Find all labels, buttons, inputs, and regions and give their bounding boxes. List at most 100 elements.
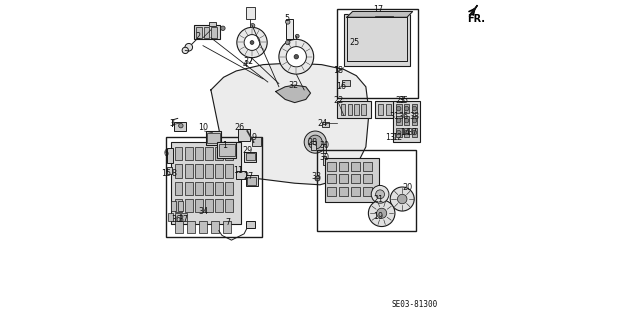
Text: 1: 1	[223, 141, 228, 150]
Bar	[364, 187, 372, 196]
Bar	[327, 162, 336, 171]
Bar	[246, 221, 255, 228]
Bar	[215, 182, 223, 195]
Text: FR.: FR.	[467, 14, 485, 24]
Text: 33: 33	[312, 172, 322, 182]
Bar	[340, 104, 346, 115]
Text: 13: 13	[385, 133, 396, 142]
Text: 4: 4	[242, 60, 247, 69]
Bar	[236, 171, 246, 179]
Bar	[195, 182, 203, 195]
Circle shape	[237, 27, 267, 58]
Circle shape	[182, 47, 188, 54]
Bar	[348, 104, 352, 115]
Text: 17: 17	[373, 5, 383, 14]
Bar	[327, 187, 336, 196]
Polygon shape	[469, 5, 477, 17]
Circle shape	[397, 130, 401, 135]
Bar	[323, 144, 326, 152]
Bar	[404, 116, 410, 125]
Bar	[171, 201, 176, 211]
Bar	[252, 137, 262, 146]
Text: 36: 36	[398, 112, 408, 121]
Circle shape	[286, 47, 307, 67]
Bar	[211, 27, 217, 38]
Text: 34: 34	[198, 207, 208, 216]
Text: 23: 23	[395, 97, 405, 106]
Circle shape	[244, 34, 260, 50]
Circle shape	[285, 40, 290, 45]
Polygon shape	[276, 85, 310, 103]
Text: 5: 5	[285, 14, 290, 23]
Bar	[205, 182, 213, 195]
Bar	[196, 27, 202, 38]
Text: 22: 22	[333, 97, 344, 106]
Bar	[219, 144, 235, 156]
Bar	[351, 162, 360, 171]
Text: 38: 38	[410, 112, 420, 121]
Bar	[166, 137, 262, 237]
Text: 24: 24	[317, 119, 327, 128]
Bar	[175, 221, 183, 233]
Circle shape	[371, 185, 389, 203]
Bar	[166, 148, 173, 163]
Text: 8: 8	[172, 169, 177, 178]
Text: 10: 10	[198, 123, 209, 132]
Text: 36: 36	[171, 215, 181, 224]
Bar	[185, 182, 193, 195]
Bar	[344, 14, 410, 66]
Bar	[342, 80, 350, 86]
Bar	[378, 104, 383, 115]
Bar	[174, 122, 186, 131]
Circle shape	[285, 20, 290, 24]
Bar	[246, 7, 255, 19]
Bar	[185, 199, 193, 212]
Bar	[412, 116, 417, 125]
Bar	[364, 162, 372, 171]
Bar	[185, 147, 193, 160]
Bar	[364, 174, 372, 183]
Bar	[244, 152, 256, 162]
Bar	[195, 199, 203, 212]
Bar	[393, 101, 420, 142]
Circle shape	[304, 131, 326, 153]
Circle shape	[397, 118, 401, 123]
Text: 12: 12	[392, 133, 402, 142]
Bar	[225, 147, 233, 160]
Bar	[211, 221, 219, 233]
Text: 30: 30	[320, 141, 330, 150]
Bar	[195, 147, 203, 160]
Bar	[172, 142, 241, 224]
Bar	[362, 104, 366, 115]
Circle shape	[404, 118, 409, 123]
Text: 16: 16	[336, 82, 346, 91]
Polygon shape	[347, 17, 407, 62]
Bar	[198, 221, 207, 233]
Circle shape	[376, 208, 387, 218]
Text: 32: 32	[244, 57, 254, 66]
Text: 27: 27	[244, 172, 254, 182]
Bar	[168, 213, 173, 221]
Bar	[215, 164, 223, 178]
Text: 25: 25	[349, 38, 360, 47]
Text: 31: 31	[389, 112, 399, 121]
Circle shape	[376, 190, 385, 199]
Bar	[404, 104, 410, 113]
Bar	[412, 128, 417, 137]
Bar	[396, 128, 401, 137]
Text: 3: 3	[170, 119, 175, 128]
Text: 19: 19	[373, 212, 383, 221]
Bar	[386, 104, 391, 115]
Text: 2: 2	[196, 32, 201, 41]
Text: 32: 32	[288, 81, 298, 90]
Bar	[311, 141, 316, 150]
Bar	[204, 27, 209, 38]
Circle shape	[369, 200, 395, 226]
Bar	[195, 164, 203, 178]
Bar	[223, 221, 231, 233]
Text: 37: 37	[179, 215, 188, 224]
Bar	[404, 128, 410, 137]
Text: 21: 21	[373, 195, 383, 204]
Bar	[217, 142, 236, 158]
Bar	[317, 150, 417, 231]
